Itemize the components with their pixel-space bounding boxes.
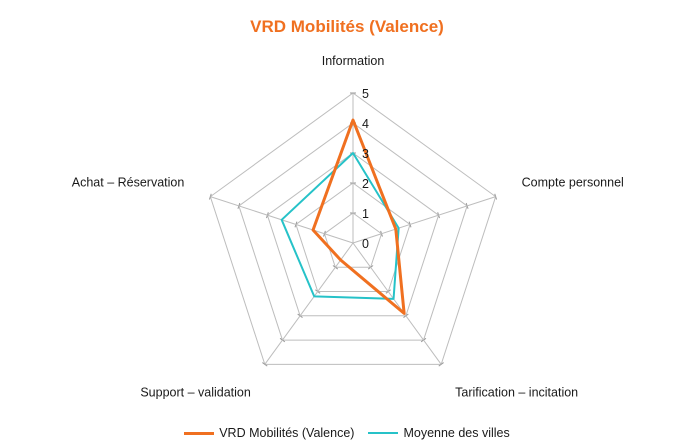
axis-labels: Information Compte personnel Tarification … bbox=[72, 54, 624, 399]
axis-label-1: Compte personnel bbox=[522, 176, 624, 190]
legend-swatch-moyenne bbox=[368, 432, 399, 434]
tick-label-5: 5 bbox=[362, 87, 369, 101]
chart-title: VRD Mobilités (Valence) bbox=[250, 17, 444, 36]
axis-label-2: Tarification – incitation bbox=[455, 385, 578, 399]
spoke-2 bbox=[352, 242, 442, 365]
tick-labels: 0 1 2 3 4 5 bbox=[362, 87, 369, 251]
legend: VRD Mobilités (Valence) Moyenne des vill… bbox=[0, 426, 694, 440]
legend-item: VRD Mobilités (Valence) bbox=[184, 426, 354, 440]
grid-ring-3 bbox=[266, 152, 440, 317]
axis-label-0: Information bbox=[322, 54, 385, 68]
legend-label-moyenne: Moyenne des villes bbox=[403, 426, 510, 440]
legend-swatch-vrd bbox=[184, 431, 215, 435]
tick-label-4: 4 bbox=[362, 117, 369, 131]
spoke-1 bbox=[352, 196, 496, 244]
grid-ring-1 bbox=[323, 212, 383, 268]
series-layer bbox=[280, 118, 406, 315]
axis-label-4: Achat – Réservation bbox=[72, 176, 185, 190]
tick-label-1: 1 bbox=[362, 207, 369, 221]
tick-label-0: 0 bbox=[362, 237, 369, 251]
grid-ring-2 bbox=[295, 182, 411, 293]
series-line-vrd bbox=[311, 118, 406, 315]
legend-item: Moyenne des villes bbox=[368, 426, 510, 440]
grid-ring-4 bbox=[238, 122, 468, 341]
legend-label-vrd: VRD Mobilités (Valence) bbox=[219, 426, 355, 440]
tick-label-3: 3 bbox=[362, 147, 369, 161]
spoke-3 bbox=[264, 242, 354, 365]
grid-ring-5 bbox=[209, 92, 497, 365]
tick-label-2: 2 bbox=[362, 177, 369, 191]
radar-spokes bbox=[210, 93, 496, 365]
axis-label-3: Support – validation bbox=[140, 385, 251, 399]
